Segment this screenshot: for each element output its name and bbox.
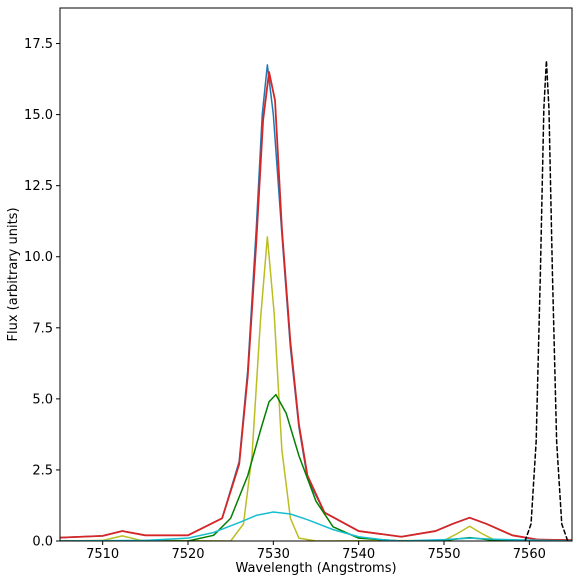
y-tick-label: 10.0 <box>24 250 53 265</box>
series-line-6 <box>524 59 569 541</box>
plot-area-frame <box>59 7 573 542</box>
x-axis-label: Wavelength (Angstroms) <box>235 561 396 576</box>
y-axis: 0.0 2.5 5.0 7.5 10.0 12.5 15.0 17.5 <box>24 37 60 550</box>
y-tick-label: 12.5 <box>24 179 53 194</box>
x-axis: 7510 7520 7530 7540 7550 7560 <box>86 541 546 562</box>
y-tick-label: 5.0 <box>32 392 53 407</box>
y-tick-label: 15.0 <box>24 108 53 123</box>
y-axis-label: Flux (arbitrary units) <box>6 207 21 341</box>
y-tick-label: 2.5 <box>32 463 53 478</box>
y-tick-label: 0.0 <box>32 535 53 550</box>
series-line-2 <box>60 71 572 541</box>
y-tick-label: 7.5 <box>32 321 53 336</box>
series-line-5 <box>60 511 572 541</box>
y-tick-label: 17.5 <box>24 37 53 52</box>
x-tick-label: 7540 <box>342 547 375 562</box>
x-tick-label: 7550 <box>427 547 460 562</box>
x-tick-label: 7520 <box>171 547 204 562</box>
x-tick-label: 7560 <box>513 547 546 562</box>
x-tick-label: 7510 <box>86 547 119 562</box>
x-tick-label: 7530 <box>257 547 290 562</box>
